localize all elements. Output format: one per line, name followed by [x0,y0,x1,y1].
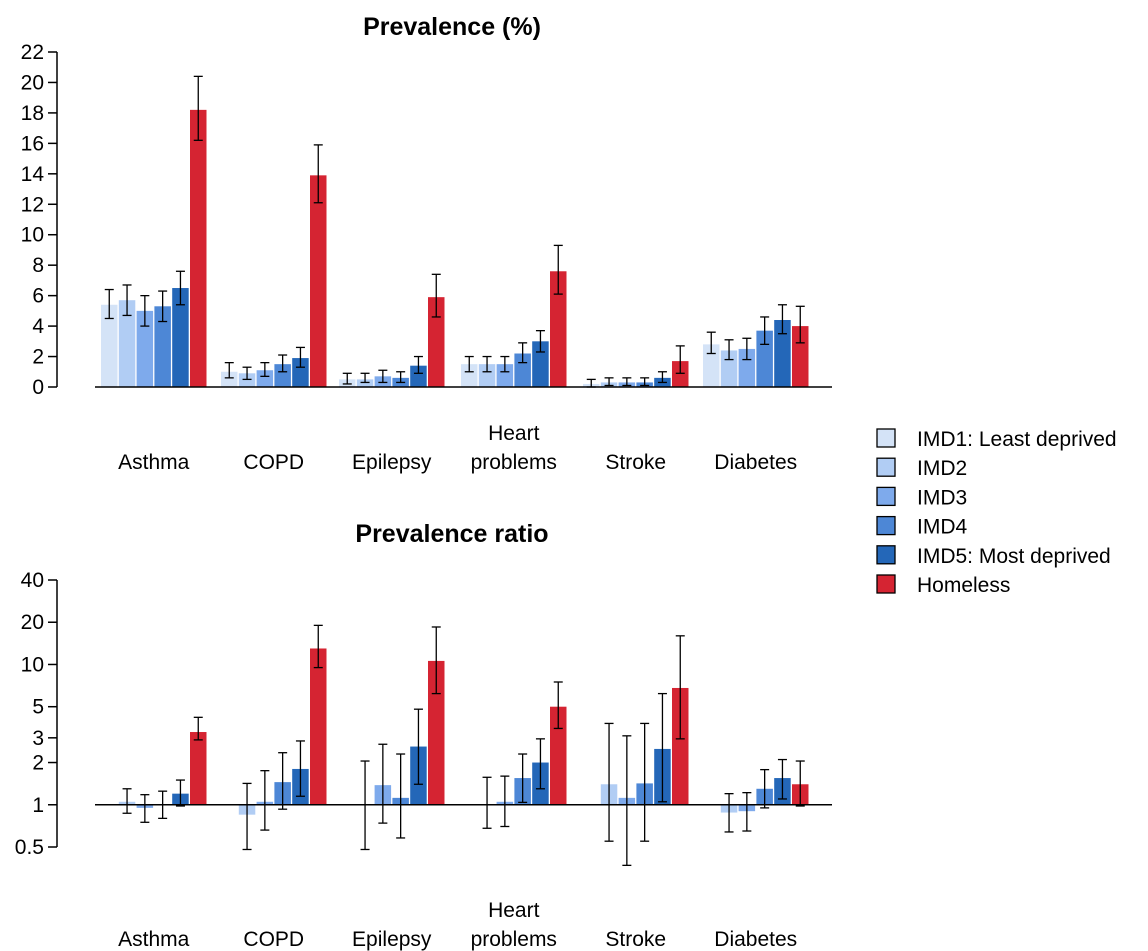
ratio-category-label: problems [471,928,557,951]
prevalence-bar [550,271,567,387]
ratio-bar [428,660,445,805]
legend-swatch [876,515,896,536]
legend-swatch [876,428,896,448]
ratio-bar [672,687,689,805]
prevalence-category-label: problems [471,451,557,474]
legend-label: IMD1: Least deprived [917,428,1117,451]
prevalence-bar [292,358,309,387]
prevalence-y-tick-label: 6 [32,285,44,308]
prevalence-y-tick-label: 8 [32,254,44,277]
prevalence-y-tick-label: 14 [21,163,45,186]
prevalence-panel: Prevalence (%) 0 2 4 6 8 10 12 14 16 18 20 22 Asthma… [21,13,832,474]
ratio-y-tick-label: 1 [32,794,44,817]
prevalence-bar [672,361,689,387]
prevalence-bar [101,304,118,387]
legend-swatch [876,545,896,565]
prevalence-bar [774,320,791,387]
ratio-category-label: COPD [243,928,304,951]
prevalence-category-label: COPD [243,451,304,474]
ratio-title: Prevalence ratio [355,520,548,548]
prevalence-y-tick-label: 0 [32,376,44,399]
ratio-bar [310,648,327,805]
legend-swatch [876,457,896,477]
ratio-category-label: Heart [488,899,540,922]
prevalence-bar [118,300,136,387]
prevalence-bar [274,364,291,387]
ratio-y-tick-label: 5 [32,696,44,719]
prevalence-bar [496,364,514,387]
ratio-y-tick-label: 10 [21,653,44,676]
prevalence-category-label: Heart [488,422,540,445]
prevalence-y-tick-label: 18 [21,102,44,125]
ratio-category-label: Asthma [118,928,190,951]
prevalence-bar [356,379,374,387]
legend-label: IMD3 [917,486,967,509]
legend-swatch [876,486,896,507]
prevalence-y-tick-label: 10 [21,224,44,247]
prevalence-bar [792,326,809,387]
prevalence-title: Prevalence (%) [363,13,541,41]
ratio-category-label: Diabetes [714,928,797,951]
legend-label: IMD2 [917,457,967,480]
ratio-category-label: Epilepsy [352,928,432,951]
prevalence-bar [190,109,207,387]
prevalence-category-label: Diabetes [714,451,797,474]
prevalence-category-label: Stroke [605,451,666,474]
prevalence-category-label: Asthma [118,451,190,474]
ratio-y-tick-label: 0.5 [15,836,44,859]
prevalence-bar [514,353,531,387]
ratio-y-tick-label: 2 [32,752,44,775]
prevalence-bar [703,344,720,387]
prevalence-y-tick-label: 2 [32,346,44,369]
prevalence-category-label: Epilepsy [352,451,432,474]
prevalence-bar [310,175,327,387]
ratio-bar [550,706,567,805]
prevalence-y-tick-label: 16 [21,132,44,155]
prevalence-y-tick-label: 12 [21,193,44,216]
prevalence-bar [172,288,189,387]
prevalence-bar [256,370,274,387]
prevalence-y-tick-label: 20 [21,71,44,94]
prevalence-y-tick-label: 22 [21,41,44,64]
ratio-y-tick-label: 20 [21,611,44,634]
prevalence-bar [221,371,238,387]
prevalence-bar [154,306,171,387]
prevalence-bar [532,341,549,387]
ratio-bar [190,732,207,805]
prevalence-bar [428,297,445,387]
ratio-y-tick-label: 3 [32,727,44,750]
prevalence-bar [238,373,256,387]
legend: IMD1: Least deprived IMD2 IMD3 IMD4 IMD5: Mo… [876,428,1117,597]
legend-label: Homeless [917,574,1010,597]
legend-label: IMD5: Most deprived [917,545,1111,568]
legend-label: IMD4 [917,516,967,539]
prevalence-bar [410,365,427,387]
prevalence-bar [738,348,756,387]
prevalence-bar [136,310,154,387]
ratio-category-label: Stroke [605,928,666,951]
ratio-panel: Prevalence ratio 0.5 1 23 5 10 20 40 Asthma COPD… [15,520,832,951]
prevalence-bar [478,364,496,387]
legend-swatch [876,574,896,594]
prevalence-bar [461,364,478,387]
prevalence-y-tick-label: 4 [32,315,44,338]
ratio-y-tick-label: 40 [21,569,44,592]
